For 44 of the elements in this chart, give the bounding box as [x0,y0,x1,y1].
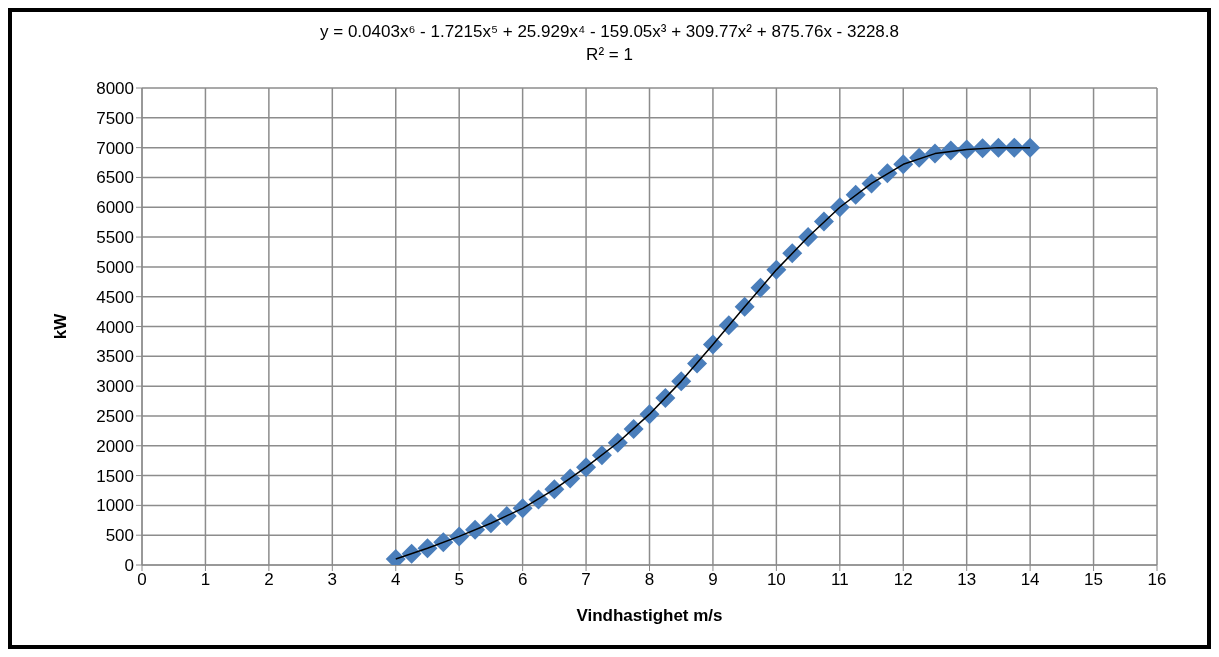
point [750,277,771,298]
text: y = 0.0403x⁶ - 1.7215x⁵ + 25.929x⁴ - 159.05x³ + 309.77x² + 875.76x - 3228.8 [319,21,900,43]
x-tick-label: 9 [708,570,718,590]
y-axis-title: kW [51,312,71,340]
y-tick-label: 5000 [96,257,134,277]
x-tick-label: 8 [644,570,655,590]
y-tick-label: 5500 [96,228,134,248]
y-tick-label: 6500 [96,168,134,188]
x-tick-label: 13 [957,570,977,590]
y-tick-label: 6000 [96,198,134,218]
y-tick-label: 0 [124,556,134,576]
x-tick-label: 16 [1147,570,1167,590]
y-tick-label: 500 [105,526,134,546]
y-tick-label: 3500 [96,347,134,367]
x-tick-label: 0 [137,570,147,590]
y-tick-label: 7500 [96,108,134,128]
y-tick-label: 8000 [96,79,134,99]
y-tick-label: 1500 [96,466,134,486]
x-tick-label: 14 [1020,570,1040,590]
y-tick-label: 2000 [96,436,134,456]
text: R² = 1 [585,44,634,66]
point [798,227,819,248]
point [671,371,692,392]
y-tick-label: 7000 [96,138,134,158]
y-tick-label: 1000 [96,496,134,516]
point [1020,137,1041,158]
x-axis-title: Vindhastighet m/s [576,606,723,625]
point [528,489,549,510]
x-tick-label: 6 [517,570,528,590]
y-tick-label: 4000 [96,317,134,337]
y-tick-label: 2500 [96,406,134,426]
x-tick-label: 5 [454,570,464,590]
point [639,404,660,425]
x-tick-label: 11 [830,570,849,590]
x-tick-label: 3 [327,570,338,590]
x-tick-label: 15 [1084,570,1104,590]
x-tick-label: 1 [200,570,211,590]
x-tick-label: 10 [766,570,786,590]
x-tick-label: 7 [581,570,591,590]
y-tick-label: 3000 [96,377,134,397]
x-tick-label: 2 [264,570,274,590]
y-tick-label: 4500 [96,287,134,307]
x-tick-label: 4 [391,570,401,590]
x-tick-label: 12 [893,570,913,590]
